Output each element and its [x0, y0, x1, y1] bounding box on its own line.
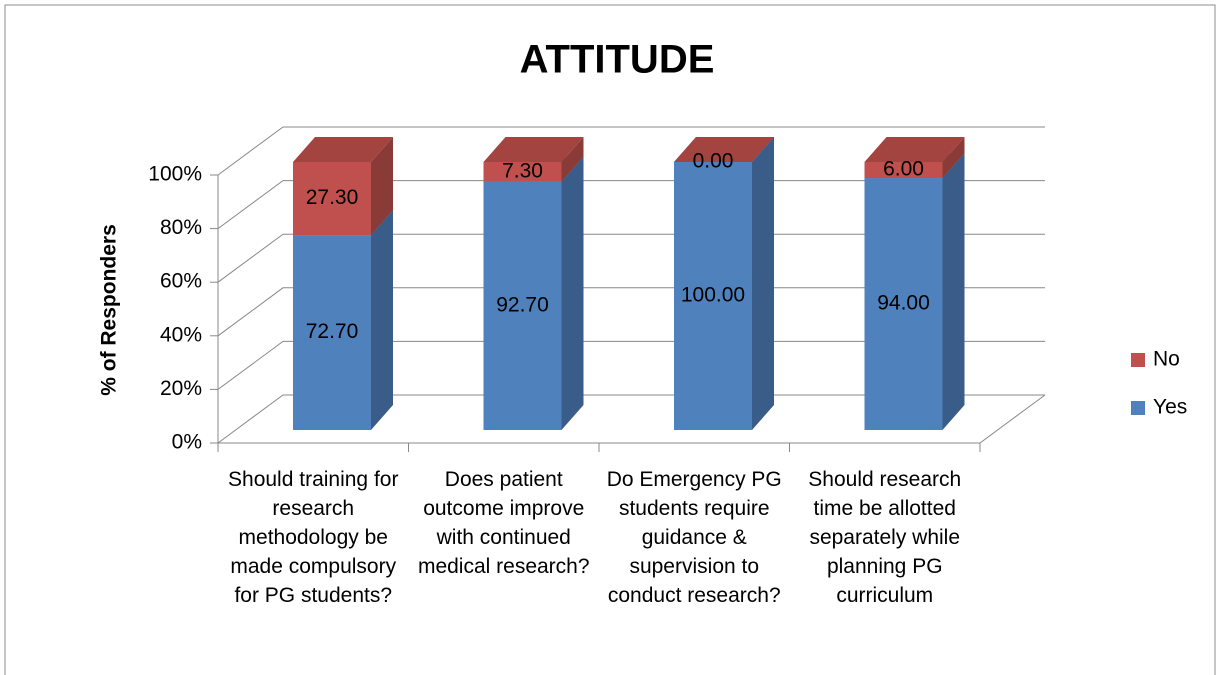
y-tick-label: 80% [160, 216, 202, 239]
data-label: 100.00 [681, 284, 745, 307]
bar-side [752, 137, 774, 430]
grid-line [217, 233, 1045, 283]
legend-label: Yes [1153, 396, 1187, 419]
frame [4, 4, 1216, 675]
bar [674, 162, 752, 430]
bar [483, 181, 562, 430]
data-label: 6.00 [883, 158, 924, 181]
bar-side [371, 210, 393, 430]
bar [864, 178, 943, 430]
grid-line [217, 126, 1045, 176]
bar [293, 162, 371, 236]
bar [293, 235, 371, 430]
bar-top [864, 137, 965, 162]
y-tick-label: 0% [172, 431, 202, 454]
y-tick-label: 60% [160, 270, 202, 293]
y-tick-label: 40% [160, 323, 202, 346]
bar-side [942, 137, 965, 179]
x-tick-label: Should research time be allotted separat… [808, 468, 962, 607]
y-axis-label: % of Responders [98, 224, 121, 396]
grid-line [217, 340, 1045, 390]
chart-title: ATTITUDE [520, 38, 715, 82]
data-label: 7.30 [502, 159, 543, 182]
legend-swatch [1131, 353, 1145, 367]
bar-top [674, 137, 774, 162]
x-tick-label: Should training for research methodology… [228, 468, 399, 607]
bar-side [942, 153, 965, 430]
legend-swatch [1131, 401, 1145, 415]
bar [483, 162, 562, 182]
bar-side [561, 156, 584, 430]
bar-side [371, 137, 393, 236]
bar-side [561, 137, 584, 182]
x-tick-label: Does patient outcome improve with contin… [417, 468, 590, 578]
y-tick-label: 100% [148, 163, 202, 186]
data-label: 0.00 [693, 150, 734, 173]
legend-label: No [1153, 348, 1180, 371]
x-tick-label: Do Emergency PG students require guidanc… [606, 468, 782, 607]
bar-top [483, 137, 584, 162]
data-label: 72.70 [306, 320, 359, 343]
bar-top [293, 137, 393, 162]
data-label: 94.00 [877, 292, 930, 315]
data-label: 92.70 [496, 293, 549, 316]
data-label: 27.30 [306, 186, 359, 209]
grid-line [217, 394, 1045, 444]
bar [864, 162, 943, 179]
grid-line [217, 180, 1045, 230]
y-tick-label: 20% [160, 377, 202, 400]
grid-line [217, 287, 1045, 337]
